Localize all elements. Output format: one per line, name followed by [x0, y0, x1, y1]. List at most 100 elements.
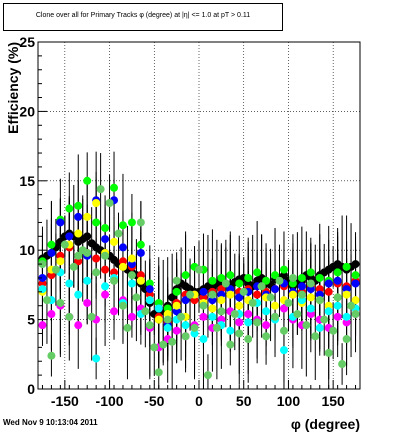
- data-point: [65, 312, 74, 321]
- data-point: [145, 321, 154, 330]
- data-point: [284, 298, 293, 307]
- x-tick-labels: -150 -100 -50 0 50 100 150: [51, 393, 345, 409]
- data-point: [235, 293, 244, 302]
- data-point: [101, 251, 110, 260]
- data-point: [271, 285, 280, 294]
- data-point: [74, 212, 83, 221]
- y-tick-label: 0: [27, 381, 35, 397]
- data-point: [163, 323, 172, 332]
- data-point: [217, 296, 226, 305]
- data-point: [306, 268, 315, 277]
- data-point: [244, 310, 253, 319]
- x-axis-title: φ (degree): [291, 416, 360, 432]
- data-point: [172, 326, 181, 335]
- data-point: [315, 323, 324, 332]
- x-tick-label: 50: [236, 393, 252, 409]
- data-point: [203, 371, 212, 380]
- data-point: [172, 301, 181, 310]
- data-point: [324, 279, 333, 288]
- data-point: [110, 237, 119, 246]
- data-point: [154, 304, 163, 313]
- data-point: [302, 321, 311, 330]
- data-point: [351, 279, 360, 288]
- x-tick-label: -100: [96, 393, 124, 409]
- data-point: [297, 273, 306, 282]
- data-point: [74, 251, 83, 260]
- data-point: [136, 271, 145, 280]
- data-point: [226, 285, 235, 294]
- data-point: [145, 290, 154, 299]
- data-point: [279, 346, 288, 355]
- data-point: [239, 287, 248, 296]
- data-point: [110, 268, 119, 277]
- chart-title-sub: φ (degree) at |η| <= 1.0 at pT > 0.11: [139, 12, 251, 19]
- data-point: [293, 310, 302, 319]
- data-point: [351, 271, 360, 280]
- data-point: [154, 298, 163, 307]
- title-box: Clone over all for Primary Tracks φ (deg…: [3, 3, 283, 31]
- data-point: [230, 310, 239, 319]
- data-point: [253, 268, 262, 277]
- data-point: [127, 218, 136, 227]
- data-point: [96, 185, 105, 194]
- data-point: [262, 332, 271, 341]
- data-point: [65, 204, 74, 213]
- data-point: [235, 329, 244, 338]
- data-point: [315, 290, 324, 299]
- data-point: [101, 290, 110, 299]
- y-tick-label: 15: [19, 173, 35, 189]
- data-point: [324, 307, 333, 316]
- data-point: [351, 310, 360, 319]
- data-point: [306, 293, 315, 302]
- data-point: [338, 360, 347, 369]
- data-point: [208, 312, 217, 321]
- data-point: [244, 273, 253, 282]
- y-tick-labels: 0 5 10 15 20 25: [19, 34, 35, 397]
- data-point: [315, 273, 324, 282]
- data-point: [306, 285, 315, 294]
- data-point: [244, 335, 253, 344]
- data-point: [271, 271, 280, 280]
- data-point: [248, 298, 257, 307]
- data-point: [226, 271, 235, 280]
- data-point: [118, 301, 127, 310]
- data-point: [136, 218, 145, 227]
- data-point: [333, 301, 342, 310]
- data-point: [333, 293, 342, 302]
- data-point: [226, 290, 235, 299]
- data-point: [101, 265, 110, 274]
- data-point: [92, 218, 101, 227]
- data-point: [127, 254, 136, 263]
- data-point: [324, 348, 333, 357]
- data-point: [288, 290, 297, 299]
- x-tick-label: -50: [144, 393, 164, 409]
- data-point: [38, 279, 47, 288]
- data-point: [217, 273, 226, 282]
- data-point: [132, 293, 141, 302]
- data-point: [38, 273, 47, 282]
- data-point: [199, 293, 208, 302]
- y-tick-label: 25: [19, 34, 35, 50]
- data-point: [342, 290, 351, 299]
- data-point: [235, 279, 244, 288]
- data-point: [47, 240, 56, 249]
- data-point: [159, 340, 168, 349]
- data-point: [127, 279, 136, 288]
- data-point: [271, 312, 280, 321]
- x-tick-label: -150: [51, 393, 79, 409]
- data-point: [333, 276, 342, 285]
- data-point: [110, 276, 119, 285]
- data-point: [271, 301, 280, 310]
- data-point: [320, 315, 329, 324]
- data-point: [208, 276, 217, 285]
- data-point: [279, 271, 288, 280]
- data-point: [105, 199, 114, 208]
- data-point: [56, 298, 65, 307]
- data-point: [101, 235, 110, 244]
- data-point: [257, 282, 266, 291]
- data-point: [127, 312, 136, 321]
- data-point: [253, 318, 262, 327]
- data-point: [127, 271, 136, 280]
- data-point: [47, 351, 56, 360]
